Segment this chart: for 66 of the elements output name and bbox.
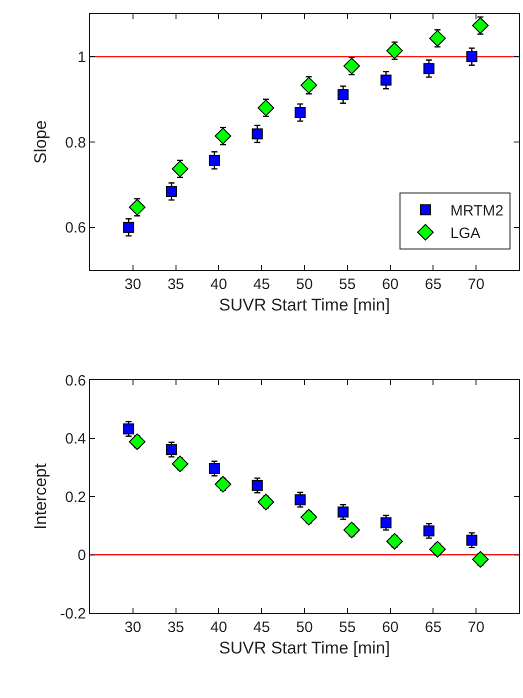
- point: [338, 89, 349, 100]
- point: [258, 494, 274, 510]
- point: [380, 517, 392, 528]
- x-tick-label: 40: [210, 276, 228, 293]
- y-tick-label: 1: [78, 48, 86, 66]
- point: [123, 423, 134, 434]
- point: [300, 76, 318, 94]
- y-axis-title: Intercept: [31, 463, 50, 530]
- x-tick-label: 70: [468, 619, 484, 636]
- y-tick-label: 0.6: [65, 220, 86, 237]
- y-tick-label: 0: [78, 547, 86, 564]
- x-tick-label: 70: [468, 276, 484, 293]
- point: [423, 525, 434, 536]
- point: [423, 63, 434, 74]
- x-axis-title: SUVR Start Time [min]: [219, 638, 390, 658]
- point: [429, 30, 446, 47]
- point: [258, 100, 274, 116]
- point: [214, 476, 232, 493]
- point: [172, 160, 188, 178]
- point: [466, 534, 478, 546]
- x-tick-label: 30: [124, 619, 142, 636]
- y-tick-label: -0.2: [60, 605, 86, 622]
- x-tick-label: 40: [210, 619, 228, 636]
- x-tick-label: 30: [124, 276, 142, 293]
- point: [338, 506, 349, 518]
- y-tick-label: 0.8: [65, 134, 86, 152]
- point: [252, 480, 263, 491]
- point: [472, 551, 489, 568]
- point: [128, 198, 146, 216]
- point: [472, 17, 489, 34]
- x-tick-label: 60: [382, 276, 399, 293]
- x-tick-label: 50: [296, 619, 313, 636]
- point: [166, 444, 178, 456]
- point: [386, 42, 403, 59]
- point: [123, 222, 134, 233]
- x-tick-label: 35: [167, 619, 184, 636]
- point: [294, 494, 306, 506]
- point: [386, 533, 403, 550]
- x-tick-label: 45: [253, 276, 270, 293]
- y-tick-label: 0.6: [65, 372, 86, 390]
- point: [343, 58, 360, 74]
- point: [466, 51, 478, 62]
- point: [300, 508, 318, 526]
- x-tick-label: 50: [296, 276, 313, 293]
- point: [429, 540, 446, 558]
- x-axis-title: SUVR Start Time [min]: [219, 295, 390, 314]
- x-tick-label: 55: [339, 276, 356, 293]
- point: [294, 107, 306, 118]
- x-tick-label: 45: [253, 619, 270, 636]
- point: [343, 522, 360, 538]
- point: [380, 74, 392, 86]
- x-tick-label: 65: [424, 276, 442, 293]
- point: [252, 128, 263, 140]
- y-axis-title: Slope: [31, 120, 50, 164]
- point: [166, 186, 178, 197]
- legend-label: MRTM2: [450, 202, 504, 220]
- y-tick-label: 0.2: [65, 488, 86, 506]
- x-tick-label: 55: [339, 619, 356, 636]
- legend-label: LGA: [450, 225, 480, 242]
- point: [208, 463, 220, 474]
- x-tick-label: 65: [424, 619, 442, 636]
- point: [208, 154, 220, 166]
- point: [214, 128, 232, 144]
- x-tick-label: 35: [167, 276, 184, 293]
- x-tick-label: 60: [382, 619, 399, 636]
- y-tick-label: 0.4: [65, 430, 86, 448]
